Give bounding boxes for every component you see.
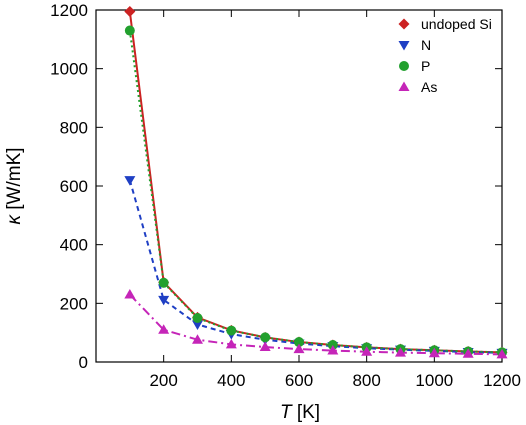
markers-as xyxy=(124,289,508,359)
x-axis-variable: T xyxy=(280,402,293,423)
y-axis-variable: κ xyxy=(4,214,25,225)
data-point xyxy=(225,338,237,349)
y-tick-label: 600 xyxy=(60,177,88,196)
data-point xyxy=(124,176,136,186)
data-point xyxy=(462,348,474,358)
axes: 200 400 600 800 1000 1200 0 200 400 600 800 1000 120… xyxy=(50,1,521,390)
data-point xyxy=(124,289,136,299)
legend-entry: P xyxy=(399,58,430,74)
markers-n xyxy=(124,176,508,359)
data-point xyxy=(327,345,339,355)
data-point xyxy=(192,320,203,330)
x-tick-label: 200 xyxy=(149,371,177,390)
series-undoped-si xyxy=(128,11,503,354)
plot-frame xyxy=(95,9,503,363)
legend-marker xyxy=(398,18,410,30)
data-point xyxy=(226,325,237,336)
legend: undoped Si NP As xyxy=(398,16,492,95)
data-point xyxy=(428,347,440,358)
y-tick-label: 200 xyxy=(60,294,88,313)
data-point xyxy=(496,348,508,359)
y-tick-label: 1000 xyxy=(50,60,88,79)
x-axis-label: T [K] xyxy=(280,402,320,423)
series-line xyxy=(128,11,503,354)
series-line xyxy=(129,293,503,356)
data-point xyxy=(124,5,136,17)
y-tick-label: 1200 xyxy=(50,1,88,20)
y-axis-unit: [W/mK] xyxy=(4,147,25,215)
legend-label: P xyxy=(421,58,430,74)
series-as xyxy=(129,293,503,356)
legend-marker xyxy=(399,61,409,71)
y-tick-label: 800 xyxy=(60,118,88,137)
x-tick-label: 400 xyxy=(217,371,245,390)
series-layer xyxy=(124,5,508,359)
series-n xyxy=(128,179,503,354)
markers-undoped-si xyxy=(124,5,508,358)
legend-label: N xyxy=(421,37,431,53)
x-tick-label: 600 xyxy=(285,371,313,390)
data-point xyxy=(259,341,271,352)
x-tick-label: 800 xyxy=(352,371,380,390)
legend-label: undoped Si xyxy=(421,16,492,32)
data-point xyxy=(294,337,304,348)
data-point xyxy=(124,25,135,36)
legend-entry: undoped Si xyxy=(398,16,492,32)
data-point xyxy=(158,277,169,288)
series-line xyxy=(128,30,503,354)
legend-marker xyxy=(398,41,410,51)
data-point xyxy=(293,343,305,354)
data-point xyxy=(192,334,203,344)
y-axis-label: κ [W/mK] xyxy=(4,147,25,224)
y-tick-label: 400 xyxy=(60,236,88,255)
data-point xyxy=(327,339,338,350)
x-tick-label: 1200 xyxy=(483,371,521,390)
legend-label: As xyxy=(421,79,437,95)
legend-marker xyxy=(398,81,410,91)
y-tick-label: 0 xyxy=(79,353,88,372)
legend-entry: N xyxy=(398,37,431,53)
markers-p xyxy=(124,25,507,358)
data-point xyxy=(192,313,203,323)
x-axis-unit: [K] xyxy=(292,402,321,423)
x-tick-label: 1000 xyxy=(415,371,453,390)
data-point xyxy=(395,347,406,357)
series-line xyxy=(128,179,503,354)
series-p xyxy=(128,30,503,354)
data-point xyxy=(158,295,170,306)
data-point xyxy=(260,332,271,343)
legend-entry: As xyxy=(398,79,437,95)
data-point xyxy=(158,324,170,334)
data-point xyxy=(361,346,373,356)
